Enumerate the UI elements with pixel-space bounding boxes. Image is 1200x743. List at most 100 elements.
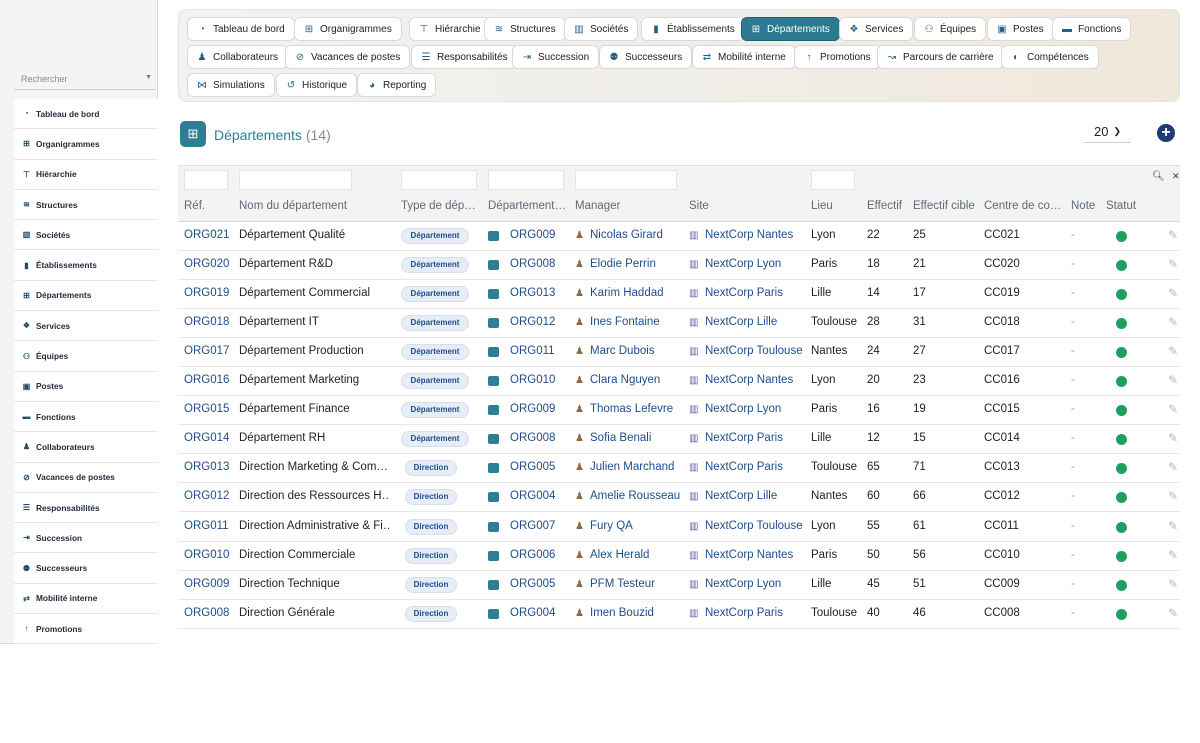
table-row[interactable]: ORG009 Direction Technique Direction ORG005…: [178, 571, 1180, 600]
filter-name-input[interactable]: [239, 170, 352, 190]
clear-filters-icon[interactable]: ✕: [1172, 171, 1180, 181]
edit-pencil-icon[interactable]: ✎: [1168, 315, 1179, 330]
sidebar-item-services[interactable]: ❖ Services: [14, 311, 158, 342]
edit-pencil-icon[interactable]: ✎: [1168, 228, 1179, 242]
cell-parent[interactable]: ORG007: [510, 519, 556, 532]
cell-parent[interactable]: ORG011: [510, 345, 555, 358]
cell-manager[interactable]: Nicolas Girard: [590, 229, 663, 241]
col-site[interactable]: Site: [689, 200, 709, 212]
sidebar-item-etablissements[interactable]: ▮ Établissements: [14, 250, 158, 281]
cell-site[interactable]: NextCorp Lyon: [705, 258, 782, 271]
edit-pencil-icon[interactable]: ✎: [1168, 576, 1179, 591]
table-row[interactable]: ORG018 Département IT Département ORG012 ♟ In…: [178, 309, 1180, 339]
edit-pencil-icon[interactable]: ✎: [1168, 373, 1179, 388]
table-row[interactable]: ORG010 Direction Commerciale Direction ORG0…: [178, 542, 1180, 571]
nav-pill-collaborateurs[interactable]: ♟ Collaborateurs: [187, 45, 289, 69]
cell-manager[interactable]: Thomas Lefevre: [590, 403, 674, 416]
edit-pencil-icon[interactable]: ✎: [1168, 489, 1179, 504]
cell-ref[interactable]: ORG008: [184, 606, 230, 619]
cell-manager[interactable]: Karim Haddad: [590, 287, 664, 300]
nav-pill-mobilite-interne[interactable]: ⇄ Mobilité interne: [692, 45, 796, 69]
cell-parent[interactable]: ORG012: [510, 316, 556, 329]
nav-pill-postes[interactable]: ▣ Postes: [987, 17, 1054, 41]
cell-ref[interactable]: ORG021: [184, 229, 230, 241]
add-department-button[interactable]: +: [1157, 124, 1175, 142]
filter-parent-input[interactable]: [488, 170, 564, 190]
nav-pill-responsabilites[interactable]: ☰ Responsabilités: [411, 45, 518, 69]
sidebar-item-tableau-de-bord[interactable]: ◔ Tableau de bord: [14, 99, 158, 130]
table-row[interactable]: ORG014 Département RH Département ORG008 ♟ So…: [178, 425, 1180, 455]
table-row[interactable]: ORG017 Département Production Département O…: [178, 338, 1180, 368]
table-row[interactable]: ORG015 Département Finance Département ORG0…: [178, 396, 1180, 426]
filter-type-input[interactable]: [401, 170, 477, 190]
cell-parent[interactable]: ORG004: [510, 490, 556, 503]
cell-ref[interactable]: ORG012: [184, 490, 230, 503]
cell-parent[interactable]: ORG008: [510, 432, 556, 445]
cell-site[interactable]: NextCorp Paris: [705, 432, 783, 445]
sidebar-item-postes[interactable]: ▣ Postes: [14, 372, 158, 402]
search-icon[interactable]: 🔍︎: [1152, 171, 1165, 182]
nav-pill-hierarchie[interactable]: ⊤ Hiérarchie: [409, 17, 491, 41]
col-effectif[interactable]: Effectif: [867, 200, 902, 212]
cell-ref[interactable]: ORG016: [184, 374, 230, 387]
table-row[interactable]: ORG019 Département Commercial Département O…: [178, 280, 1180, 310]
cell-ref[interactable]: ORG014: [184, 432, 230, 445]
col-note[interactable]: Note: [1071, 200, 1096, 212]
sidebar-search-select[interactable]: Rechercher ▼: [14, 68, 156, 90]
sidebar-item-societes[interactable]: ▥ Sociétés: [14, 220, 158, 251]
cell-ref[interactable]: ORG018: [184, 316, 230, 329]
edit-pencil-icon[interactable]: ✎: [1168, 344, 1179, 359]
cell-manager[interactable]: Imen Bouzid: [590, 606, 654, 619]
cell-manager[interactable]: Amelie Rousseau: [590, 490, 680, 503]
cell-parent[interactable]: ORG004: [510, 606, 556, 619]
sidebar-item-successeurs[interactable]: ⚉ Successeurs: [14, 553, 158, 584]
table-row[interactable]: ORG021 Département Qualité Département ORG0…: [178, 222, 1180, 251]
nav-pill-etablissements[interactable]: ▮ Établissements: [641, 17, 745, 41]
edit-pencil-icon[interactable]: ✎: [1168, 460, 1179, 475]
cell-manager[interactable]: Alex Herald: [590, 548, 650, 561]
cell-parent[interactable]: ORG013: [510, 287, 556, 300]
sidebar-item-vacances-de-postes[interactable]: ⊘ Vacances de postes: [14, 463, 158, 493]
edit-pencil-icon[interactable]: ✎: [1168, 547, 1179, 562]
cell-manager[interactable]: Julien Marchand: [590, 461, 675, 474]
cell-manager[interactable]: Elodie Perrin: [590, 258, 656, 271]
cell-ref[interactable]: ORG009: [184, 577, 230, 590]
filter-lieu-input[interactable]: [811, 170, 855, 190]
col-ref[interactable]: Réf.: [184, 200, 206, 212]
filter-ref-input[interactable]: [184, 170, 228, 190]
sidebar-item-fonctions[interactable]: ▬ Fonctions: [14, 402, 158, 433]
cell-ref[interactable]: ORG010: [184, 548, 230, 561]
cell-site[interactable]: NextCorp Toulouse: [705, 519, 803, 532]
nav-pill-departements[interactable]: ⊞ Départements: [741, 17, 840, 41]
col-type[interactable]: Type de dép…: [401, 200, 476, 212]
cell-manager[interactable]: Marc Dubois: [590, 345, 655, 358]
cell-site[interactable]: NextCorp Nantes: [705, 374, 794, 387]
edit-pencil-icon[interactable]: ✎: [1168, 431, 1179, 446]
cell-ref[interactable]: ORG017: [184, 345, 230, 358]
cell-parent[interactable]: ORG005: [510, 461, 556, 474]
nav-pill-successeurs[interactable]: ⚉ Successeurs: [599, 45, 693, 69]
sidebar-item-departements[interactable]: ⊞ Départements: [14, 281, 158, 312]
cell-site[interactable]: NextCorp Lille: [705, 490, 778, 503]
cell-ref[interactable]: ORG011: [184, 519, 229, 532]
sidebar-item-mobilite-interne[interactable]: ⇄ Mobilité interne: [14, 584, 158, 615]
nav-pill-fonctions[interactable]: ▬ Fonctions: [1052, 17, 1132, 41]
table-row[interactable]: ORG012 Direction des Ressources H… Directi…: [178, 483, 1180, 513]
cell-manager[interactable]: Ines Fontaine: [590, 316, 660, 329]
sidebar-item-equipes[interactable]: ⚇ Équipes: [14, 341, 158, 372]
cell-ref[interactable]: ORG019: [184, 287, 230, 300]
nav-pill-structures[interactable]: ≋ Structures: [484, 17, 566, 41]
nav-pill-succession[interactable]: ⇥ Succession: [512, 45, 600, 69]
cell-parent[interactable]: ORG009: [510, 403, 556, 416]
nav-pill-societes[interactable]: ▥ Sociétés: [564, 17, 639, 41]
cell-site[interactable]: NextCorp Lille: [705, 316, 778, 329]
nav-pill-vacances-de-postes[interactable]: ⊘ Vacances de postes: [285, 45, 411, 69]
sidebar-item-organigrammes[interactable]: ⊞ Organigrammes: [14, 129, 158, 160]
col-parent[interactable]: Département…: [488, 200, 566, 212]
edit-pencil-icon[interactable]: ✎: [1168, 605, 1179, 620]
nav-pill-equipes[interactable]: ⚇ Équipes: [914, 17, 987, 41]
col-name[interactable]: Nom du département: [239, 200, 348, 212]
edit-pencil-icon[interactable]: ✎: [1168, 402, 1179, 417]
cell-site[interactable]: NextCorp Nantes: [705, 229, 794, 241]
sidebar-item-hierarchie[interactable]: ⊤ Hiérarchie: [14, 160, 158, 190]
